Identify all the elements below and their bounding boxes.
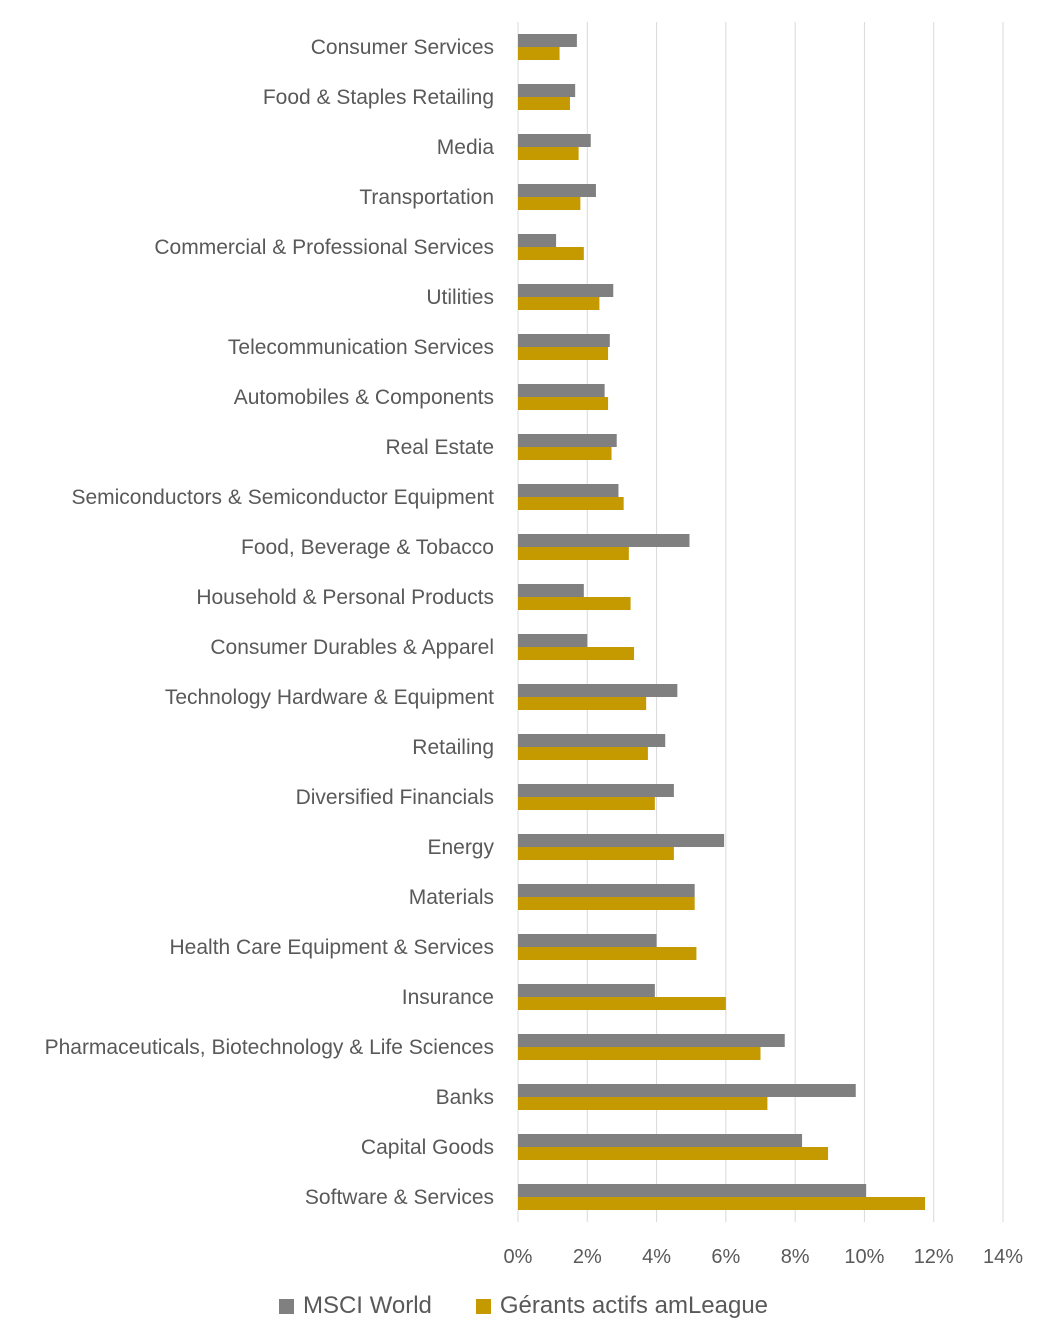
bars xyxy=(518,34,926,1210)
bar-msci-world xyxy=(518,234,557,247)
category-label: Automobiles & Components xyxy=(234,386,494,409)
bar-amleague xyxy=(518,497,624,510)
x-tick-label: 0% xyxy=(504,1246,533,1268)
bar-amleague xyxy=(518,1147,829,1160)
category-label: Health Care Equipment & Services xyxy=(170,936,495,959)
bar-amleague xyxy=(518,297,600,310)
bar-amleague xyxy=(518,97,570,110)
legend-swatch-amleague xyxy=(475,1298,491,1314)
bar-msci-world xyxy=(518,684,678,697)
legend-item-amleague: Gérants actifs amLeague xyxy=(475,1292,769,1320)
bar-msci-world xyxy=(518,334,610,347)
x-tick-label: 8% xyxy=(781,1246,810,1268)
bar-msci-world xyxy=(518,984,655,997)
x-tick-label: 12% xyxy=(914,1246,954,1268)
category-label: Insurance xyxy=(402,986,494,1009)
legend-label-amleague: Gérants actifs amLeague xyxy=(499,1292,769,1319)
category-label: Utilities xyxy=(426,286,494,309)
bar-amleague xyxy=(518,147,579,160)
bar-msci-world xyxy=(518,34,577,47)
category-labels: Consumer Services Food & Staples Retailin… xyxy=(45,36,495,1209)
bar-amleague xyxy=(518,47,560,60)
category-label: Materials xyxy=(409,886,494,909)
x-tick-label: 6% xyxy=(711,1246,740,1268)
category-label: Consumer Services xyxy=(311,36,494,59)
bar-msci-world xyxy=(518,1034,785,1047)
bar-amleague xyxy=(518,647,635,660)
bar-amleague xyxy=(518,547,629,560)
bar-msci-world xyxy=(518,434,617,447)
bar-amleague xyxy=(518,747,648,760)
bar-amleague xyxy=(518,947,697,960)
category-label: Capital Goods xyxy=(361,1136,494,1159)
bar-amleague xyxy=(518,797,655,810)
category-label: Retailing xyxy=(412,736,494,759)
x-tick-label: 10% xyxy=(844,1246,884,1268)
gridlines xyxy=(517,22,1004,1222)
bar-msci-world xyxy=(518,134,591,147)
x-axis-ticks: 0% 2% 4% 6% 8% 10% 12% 14% xyxy=(504,1246,1024,1268)
bar-amleague xyxy=(518,1197,926,1210)
bar-amleague xyxy=(518,697,647,710)
bar-amleague xyxy=(518,597,631,610)
bar-amleague xyxy=(518,397,609,410)
legend-item-msci-world: MSCI World xyxy=(278,1292,432,1320)
bar-amleague xyxy=(518,1047,761,1060)
x-tick-label: 14% xyxy=(983,1246,1023,1268)
bar-amleague xyxy=(518,847,674,860)
category-label: Food & Staples Retailing xyxy=(263,86,494,109)
bar-msci-world xyxy=(518,534,690,547)
category-label: Diversified Financials xyxy=(296,786,494,809)
bar-msci-world xyxy=(518,934,657,947)
x-tick-label: 2% xyxy=(573,1246,602,1268)
category-label: Food, Beverage & Tobacco xyxy=(241,536,494,559)
bar-amleague xyxy=(518,447,612,460)
category-label: Semiconductors & Semiconductor Equipment xyxy=(71,486,494,509)
legend: MSCI World Gérants actifs amLeague xyxy=(0,1288,1047,1324)
bar-msci-world xyxy=(518,584,584,597)
bar-msci-world xyxy=(518,1184,867,1197)
category-label: Media xyxy=(437,136,495,159)
bar-amleague xyxy=(518,997,726,1010)
bar-msci-world xyxy=(518,484,619,497)
category-label: Household & Personal Products xyxy=(196,586,494,609)
bar-msci-world xyxy=(518,784,674,797)
bar-msci-world xyxy=(518,184,596,197)
bar-msci-world xyxy=(518,84,576,97)
bar-msci-world xyxy=(518,834,725,847)
bar-msci-world xyxy=(518,884,695,897)
legend-swatch-msci-world xyxy=(278,1298,294,1314)
bar-msci-world xyxy=(518,1134,803,1147)
bar-amleague xyxy=(518,347,609,360)
category-label: Energy xyxy=(427,836,494,859)
category-label: Technology Hardware & Equipment xyxy=(165,686,494,709)
bar-msci-world xyxy=(518,634,588,647)
category-label: Software & Services xyxy=(305,1186,494,1209)
bar-amleague xyxy=(518,247,584,260)
legend-label-msci-world: MSCI World xyxy=(302,1292,432,1319)
bar-msci-world xyxy=(518,384,605,397)
bar-amleague xyxy=(518,1097,768,1110)
bar-msci-world xyxy=(518,734,666,747)
bar-msci-world xyxy=(518,1084,856,1097)
bar-msci-world xyxy=(518,284,614,297)
bar-amleague xyxy=(518,897,695,910)
category-label: Telecommunication Services xyxy=(228,336,494,359)
category-label: Consumer Durables & Apparel xyxy=(210,636,494,659)
bar-amleague xyxy=(518,197,581,210)
x-tick-label: 4% xyxy=(642,1246,671,1268)
category-label: Real Estate xyxy=(385,436,494,459)
category-label: Banks xyxy=(436,1086,494,1109)
category-label: Commercial & Professional Services xyxy=(154,236,494,259)
category-label: Pharmaceuticals, Biotechnology & Life Sc… xyxy=(45,1036,494,1059)
category-label: Transportation xyxy=(359,186,494,209)
